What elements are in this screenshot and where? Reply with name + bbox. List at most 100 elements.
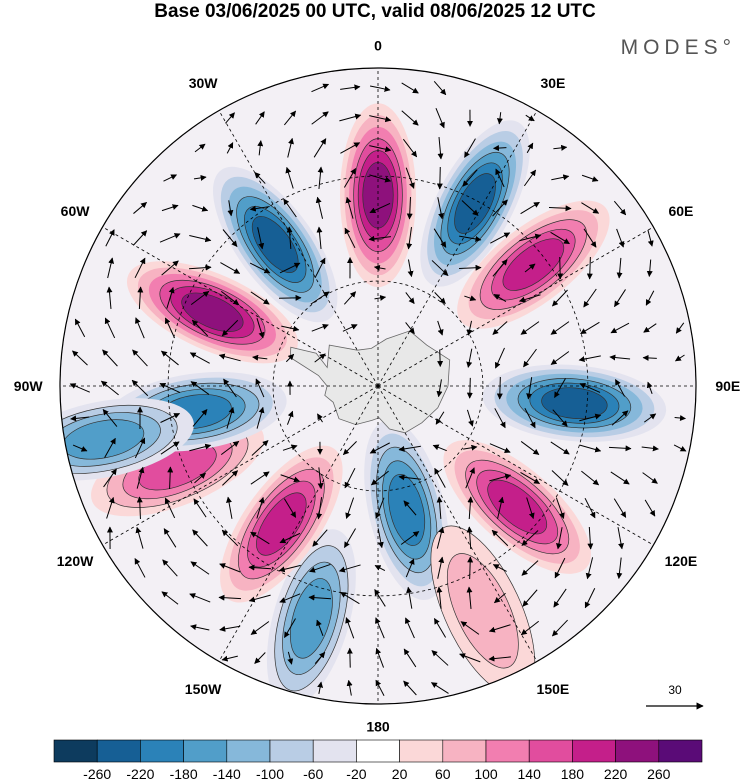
wind-vector (340, 142, 361, 154)
wind-vector (406, 227, 413, 250)
wind-vector (609, 354, 631, 361)
wind-vector (434, 292, 446, 305)
wind-vector (283, 110, 297, 126)
wind-vector (518, 294, 541, 303)
wind-vector (526, 377, 533, 400)
wind-vector (220, 262, 241, 274)
wind-vector (279, 532, 301, 544)
colorbar-swatch (658, 739, 703, 763)
wind-vector (159, 382, 181, 394)
wind-vector (252, 354, 268, 361)
wind-vector (374, 565, 386, 571)
wind-vector (581, 470, 600, 486)
wind-vector (550, 351, 570, 365)
wind-vector (642, 472, 658, 484)
wind-vector (164, 497, 176, 519)
wind-vector (279, 262, 301, 274)
wind-vector (551, 174, 570, 181)
wind-vector (312, 529, 328, 547)
wind-vector (488, 624, 511, 633)
wind-vector (432, 444, 447, 452)
colorbar-swatch (183, 739, 228, 763)
wind-vector (550, 441, 570, 455)
wind-vector (163, 528, 177, 548)
wind-vector (645, 290, 655, 306)
wind-vector (104, 317, 116, 339)
wind-vector (496, 112, 503, 125)
wind-vector (309, 563, 331, 573)
wind-vectors (69, 81, 687, 696)
wind-vector (368, 235, 391, 242)
wind-vector (466, 320, 473, 336)
wind-vector (459, 235, 482, 242)
wind-vector (521, 560, 539, 576)
colorbar-tick-label: -60 (303, 766, 323, 782)
wind-vector (194, 143, 206, 153)
wind-vector (131, 379, 149, 397)
wind-vector (641, 445, 659, 452)
wind-vector (578, 355, 601, 363)
wind-vector (375, 647, 385, 668)
wind-vector (256, 496, 265, 519)
wind-vector (403, 648, 417, 668)
wind-vector (339, 113, 362, 122)
wind-vector (218, 353, 241, 362)
wind-vector (554, 378, 566, 399)
wind-vector (579, 383, 601, 393)
wind-vector (551, 619, 568, 637)
wind-vector (404, 617, 415, 639)
wind-vector (433, 618, 447, 638)
wind-vector (226, 406, 235, 429)
wind-vector (467, 496, 474, 520)
wind-vector (587, 526, 594, 550)
wind-vector (69, 383, 90, 393)
wind-vector (256, 318, 265, 339)
wind-vector (435, 411, 445, 425)
wind-vector (465, 467, 475, 489)
wind-vector (167, 466, 174, 490)
wind-vector (284, 618, 296, 639)
wind-vector (254, 171, 266, 184)
wind-vector (377, 528, 384, 549)
wind-vector (345, 617, 355, 639)
wind-vector (102, 349, 118, 367)
wind-vector (436, 526, 445, 549)
wind-vector (522, 589, 538, 607)
wind-vector (436, 586, 443, 609)
wind-vector (317, 681, 324, 694)
wind-vector (106, 286, 113, 310)
colorbar-tick-label: -260 (83, 766, 111, 782)
colorbar-tick-label: 260 (647, 766, 671, 782)
wind-vector (492, 564, 507, 572)
brand-logo: MODES° (620, 36, 736, 59)
wind-vector (584, 588, 596, 609)
colorbar-swatch (226, 739, 271, 763)
wind-vector (406, 196, 413, 220)
wind-vector (160, 350, 179, 366)
wind-vector (135, 526, 144, 549)
wind-vector (340, 84, 361, 91)
wind-vector (190, 561, 210, 575)
wind-vector (104, 437, 116, 458)
wind-vector (579, 413, 602, 422)
wind-vector (554, 557, 566, 579)
anomaly-center (443, 440, 591, 574)
wind-vector (287, 137, 294, 158)
longitude-label: 150W (185, 681, 222, 697)
wind-vector (311, 83, 330, 93)
colorbar-swatch (140, 739, 184, 763)
wind-vector (461, 200, 479, 216)
wind-vector (283, 198, 297, 218)
wind-vector (434, 467, 446, 488)
wind-vector (458, 264, 482, 271)
wind-vector (345, 497, 355, 519)
colorbar-tick-label: 60 (435, 766, 451, 782)
wind-vector (222, 229, 238, 247)
wind-vector (221, 655, 238, 662)
colorbar-swatch (53, 739, 98, 763)
wind-vector (466, 377, 473, 399)
wind-vector (251, 440, 269, 456)
wind-vector (521, 530, 539, 546)
wind-vector (643, 323, 657, 333)
wind-vector (344, 528, 356, 549)
